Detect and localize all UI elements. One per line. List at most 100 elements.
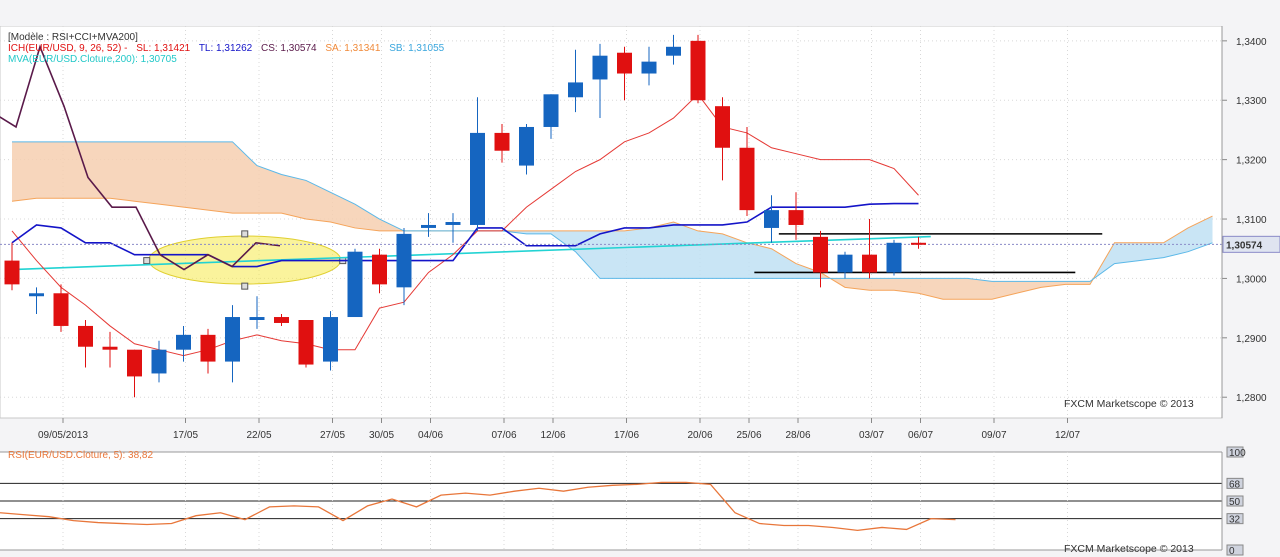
candle-bearish[interactable]	[494, 132, 510, 151]
y-tick-label: 1,3200	[1236, 156, 1267, 167]
ichimoku-cs-value: CS: 1,30574	[260, 43, 317, 54]
candle-bullish[interactable]	[323, 317, 338, 362]
rsi-level-box	[1226, 495, 1244, 507]
current-price-box	[1222, 235, 1280, 253]
candle-bearish[interactable]	[4, 260, 20, 285]
rsi-tick-label: 100	[1229, 448, 1246, 459]
candle-bearish[interactable]	[911, 242, 926, 245]
y-tick-label: 1,3400	[1236, 37, 1267, 48]
x-tick-label: 12/07	[1055, 430, 1080, 441]
x-tick-label: 09/07	[981, 430, 1006, 441]
candle-bullish[interactable]	[225, 317, 240, 362]
candle-bearish[interactable]	[274, 317, 289, 323]
candle-bearish[interactable]	[617, 52, 632, 74]
candle-bullish[interactable]	[249, 317, 265, 320]
ichimoku-cloud-segment	[845, 278, 870, 291]
candle-bullish[interactable]	[421, 224, 436, 228]
rsi-tick-label: 50	[1229, 497, 1241, 508]
rsi-tick-label: 68	[1229, 479, 1241, 490]
candle-bullish[interactable]	[641, 61, 657, 74]
ichimoku-cloud-segment	[355, 204, 380, 231]
ichimoku-cloud-segment	[1065, 281, 1090, 285]
candle-bearish[interactable]	[813, 236, 828, 273]
candle-bullish[interactable]	[837, 254, 853, 273]
ichimoku-cloud-segment	[698, 230, 723, 279]
candle-bearish[interactable]	[78, 325, 93, 347]
ichimoku-cloud-segment	[134, 141, 159, 205]
candle-bullish[interactable]	[347, 251, 363, 318]
x-tick-label: 03/07	[859, 430, 884, 441]
ichimoku-cloud-segment	[1041, 281, 1066, 288]
candle-bullish[interactable]	[470, 132, 485, 225]
candle-bullish[interactable]	[176, 334, 191, 350]
candle-bullish[interactable]	[543, 94, 559, 127]
candle-bullish[interactable]	[592, 55, 608, 80]
candle-bearish[interactable]	[127, 349, 142, 377]
rsi-chart[interactable]: 100 68 50 32 0	[0, 446, 1280, 557]
mva-200-line	[11, 235, 931, 271]
ichimoku-sa-value: SA: 1,31341	[325, 43, 381, 54]
ichimoku-cloud-segment	[600, 230, 625, 279]
rsi-level-box	[1226, 477, 1244, 489]
ichimoku-cloud-segment	[943, 278, 968, 300]
annotation-handle[interactable]	[241, 282, 249, 290]
ichimoku-cloud-segment	[624, 227, 649, 279]
ichimoku-cloud-segment	[36, 141, 61, 199]
candle-bearish[interactable]	[739, 147, 755, 211]
x-tick-label: 27/05	[320, 430, 345, 441]
candle-bullish[interactable]	[29, 293, 44, 297]
candle-bullish[interactable]	[396, 233, 412, 288]
ichimoku-cloud-segment	[12, 141, 37, 202]
rsi-tick-label: 32	[1229, 515, 1241, 526]
x-tick-label: 06/07	[908, 430, 933, 441]
ichimoku-cloud-segment	[1114, 242, 1139, 264]
senkou-span-b-line	[12, 141, 1213, 282]
candle-bearish[interactable]	[200, 334, 216, 362]
rsi-line	[0, 481, 956, 532]
y-tick-label: 1,3300	[1236, 96, 1267, 107]
x-tick-label: 17/06	[614, 430, 639, 441]
candle-bearish[interactable]	[715, 106, 730, 148]
ichimoku-cloud-segment	[526, 230, 551, 234]
candle-bullish[interactable]	[886, 242, 902, 273]
rsi-level-box	[1226, 544, 1244, 556]
candle-bearish[interactable]	[53, 293, 69, 326]
ichimoku-cloud-segment	[306, 180, 331, 222]
x-tick-label: 22/05	[246, 430, 271, 441]
current-price-label: 1,30574	[1226, 240, 1263, 251]
x-tick-label: 20/06	[687, 430, 712, 441]
candle-bullish[interactable]	[445, 222, 461, 225]
model-label: [Modèle : RSI+CCI+MVA200]	[8, 32, 138, 43]
candle-bullish[interactable]	[568, 82, 583, 98]
ichimoku-cloud-segment	[673, 222, 698, 279]
rsi-tick-label: 0	[1229, 546, 1235, 557]
x-tick-label: 12/06	[540, 430, 565, 441]
candle-bearish[interactable]	[298, 320, 314, 365]
ichimoku-cloud-segment	[232, 141, 257, 214]
candle-bearish[interactable]	[862, 254, 877, 273]
ichimoku-cloud-segment	[894, 278, 919, 294]
candle-bearish[interactable]	[788, 210, 804, 225]
candle-bearish[interactable]	[102, 346, 118, 350]
rsi-label: RSI(EUR/USD.Cloture, 5): 38,82	[8, 450, 154, 461]
watermark-main: FXCM Marketscope © 2013	[1064, 398, 1194, 410]
ichimoku-cloud-segment	[61, 141, 86, 199]
ichimoku-cloud-segment	[1139, 242, 1164, 261]
price-chart[interactable]: 09/05/2013 17/05 22/05 27/05 30/05 04/06 07/06…	[0, 0, 1280, 446]
candle-bullish[interactable]	[519, 126, 534, 166]
annotation-handle[interactable]	[143, 257, 151, 265]
y-tick-label: 1,3100	[1236, 215, 1267, 226]
x-tick-label: 09/05/2013	[38, 430, 88, 441]
ichimoku-cloud-segment	[1163, 227, 1188, 258]
candle-bullish[interactable]	[151, 349, 167, 374]
candle-bearish[interactable]	[372, 254, 387, 285]
annotation-handle[interactable]	[241, 230, 249, 238]
ichimoku-cloud-segment	[918, 278, 943, 300]
y-tick-label: 1,2900	[1236, 334, 1267, 345]
ichimoku-cloud-segment	[771, 248, 796, 279]
candle-bullish[interactable]	[666, 46, 681, 56]
candle-bearish[interactable]	[690, 40, 706, 101]
x-tick-label: 30/05	[369, 430, 394, 441]
candle-bullish[interactable]	[764, 210, 779, 228]
